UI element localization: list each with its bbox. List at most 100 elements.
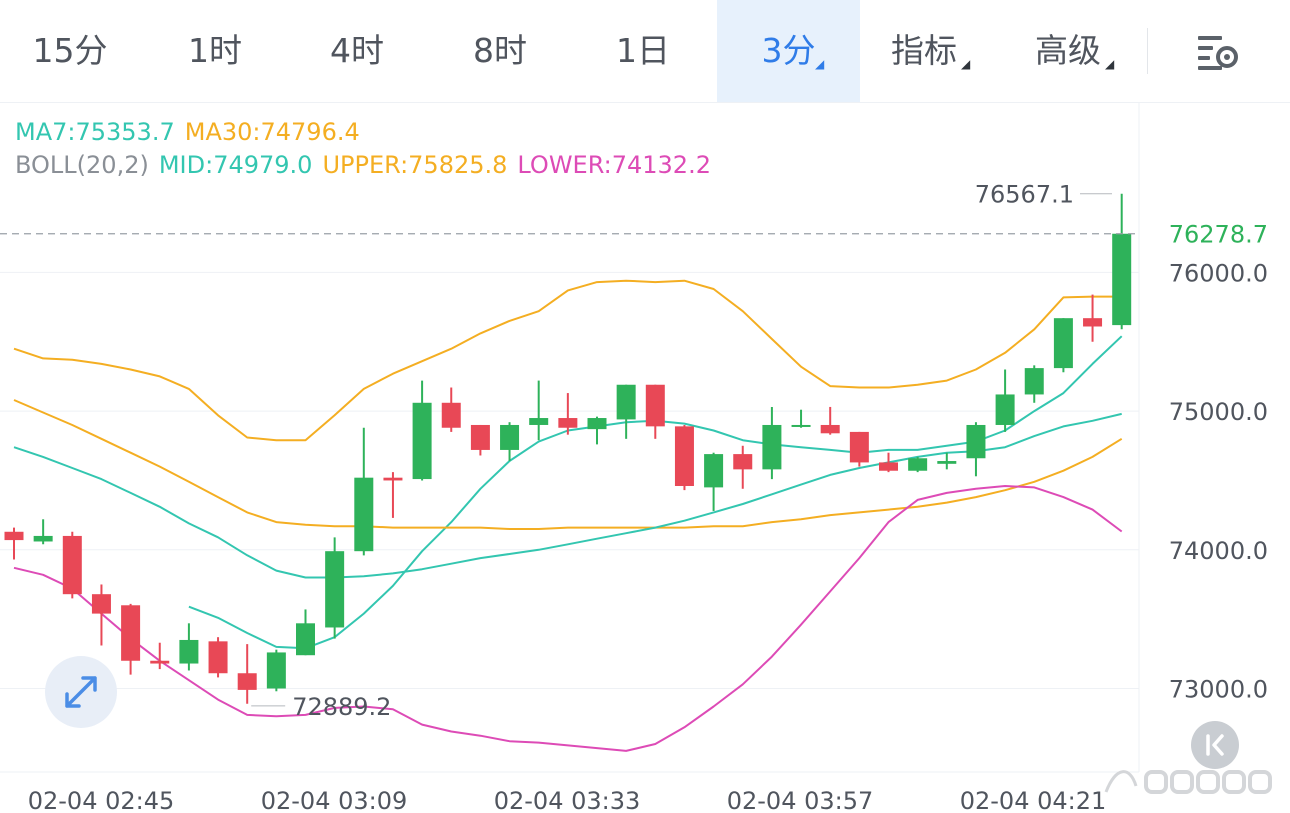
axis-labels: 73000.0 74000.0 75000.0 76000.0 76278.7 76567… (0, 181, 1290, 813)
candle-body (4, 531, 24, 541)
candle (820, 406, 840, 435)
candle-body (383, 477, 403, 481)
x-tick-label: 02-04 04:21 (960, 787, 1107, 813)
boll-legend: BOLL(20,2) MID:74979.0 UPPER:75825.8 LOWER:… (15, 151, 721, 179)
ma30-value: MA30:74796.4 (184, 118, 360, 146)
candle (296, 609, 315, 656)
chevron-left-icon (1206, 734, 1224, 756)
candle-body (937, 461, 957, 464)
candle (266, 649, 286, 692)
candle-body (441, 402, 461, 428)
candle-body (121, 605, 141, 661)
candle (704, 452, 724, 511)
boll-mid-value: MID:74979.0 (158, 151, 313, 179)
candle (558, 393, 578, 435)
candle-body (33, 535, 53, 542)
expand-chart-button[interactable] (45, 656, 117, 728)
candle-body (208, 641, 228, 674)
tab-8h[interactable]: 8时 (473, 31, 527, 70)
candle (237, 644, 257, 704)
candle-body (704, 454, 724, 488)
candle-body (179, 639, 199, 664)
candle (645, 384, 665, 439)
indicators-menu[interactable]: 指标 ◢ (868, 0, 980, 102)
candlesticks (4, 193, 1132, 704)
current-price-label: 76278.7 (1169, 221, 1268, 249)
candle-body (674, 426, 694, 486)
candle (674, 424, 694, 491)
candle-body (733, 454, 753, 470)
tab-1h[interactable]: 1时 (188, 31, 242, 70)
candle (966, 422, 986, 477)
scroll-to-latest-button[interactable] (1191, 721, 1239, 769)
candle (412, 380, 432, 481)
tab-4h[interactable]: 4时 (330, 31, 384, 70)
candle-body (1083, 318, 1103, 327)
candle (1024, 365, 1044, 403)
tab-3m[interactable]: 3分 ◢ (717, 0, 860, 102)
candle-body (354, 477, 374, 552)
candle (179, 623, 199, 671)
series-line-upper (13, 279, 1122, 442)
boll-name: BOLL(20,2) (15, 151, 149, 179)
candle (325, 537, 345, 639)
candle-body (791, 424, 811, 427)
candle (500, 422, 520, 462)
candle-body (587, 418, 607, 430)
indicator-lines (13, 279, 1123, 752)
candle (62, 531, 82, 599)
candle-body (995, 394, 1015, 425)
caret-down-icon: ◢ (815, 57, 825, 71)
candle-body (325, 551, 345, 628)
x-tick-label: 02-04 02:45 (28, 787, 175, 813)
candle-body (616, 384, 636, 420)
toolbar-divider (1147, 28, 1148, 74)
candle-body (91, 594, 111, 614)
candle-body (1053, 318, 1073, 369)
candle-body (849, 431, 869, 463)
x-tick-label: 02-04 03:57 (727, 787, 874, 813)
advanced-menu[interactable]: 高级 ◢ (1012, 0, 1124, 102)
candle (150, 642, 170, 670)
candle (354, 427, 374, 556)
caret-down-icon: ◢ (961, 57, 971, 71)
candle (849, 431, 869, 467)
candle-body (266, 652, 286, 689)
advanced-label: 高级 (1035, 31, 1101, 70)
candle-body (1024, 368, 1044, 395)
series-line-mid (13, 412, 1122, 579)
caret-down-icon: ◢ (1105, 57, 1115, 71)
candle (733, 445, 753, 489)
chart-settings-icon[interactable] (1192, 30, 1240, 74)
kline-chart[interactable]: 73000.0 74000.0 75000.0 76000.0 76278.7 76567… (0, 103, 1290, 813)
ma7-value: MA7:75353.7 (15, 118, 175, 146)
candle (33, 519, 53, 545)
candle-body (762, 424, 782, 470)
candle (441, 387, 461, 432)
grid-lines (0, 271, 1139, 689)
tab-15m[interactable]: 15分 (32, 31, 108, 70)
y-tick-label: 73000.0 (1169, 676, 1268, 704)
y-tick-label: 76000.0 (1169, 259, 1268, 287)
candle (1083, 294, 1103, 342)
indicators-label: 指标 (891, 31, 957, 70)
candle-body (529, 418, 549, 425)
axes (0, 103, 1140, 773)
candle (91, 584, 111, 646)
candle (529, 380, 549, 441)
candle-body (879, 462, 898, 471)
tab-1d[interactable]: 1日 (616, 31, 670, 70)
candle-body (412, 402, 432, 480)
candle-body (62, 535, 82, 595)
boll-upper-value: UPPER:75825.8 (322, 151, 508, 179)
candle (383, 472, 403, 518)
candle (208, 637, 228, 678)
candle (1112, 193, 1132, 330)
watermark (1096, 762, 1282, 800)
current-price-tag (1140, 211, 1290, 256)
candle-body (296, 623, 315, 656)
tab-3m-label: 3分 (761, 31, 816, 70)
candle (587, 416, 607, 445)
candle (937, 452, 957, 470)
candle-body (908, 458, 928, 471)
